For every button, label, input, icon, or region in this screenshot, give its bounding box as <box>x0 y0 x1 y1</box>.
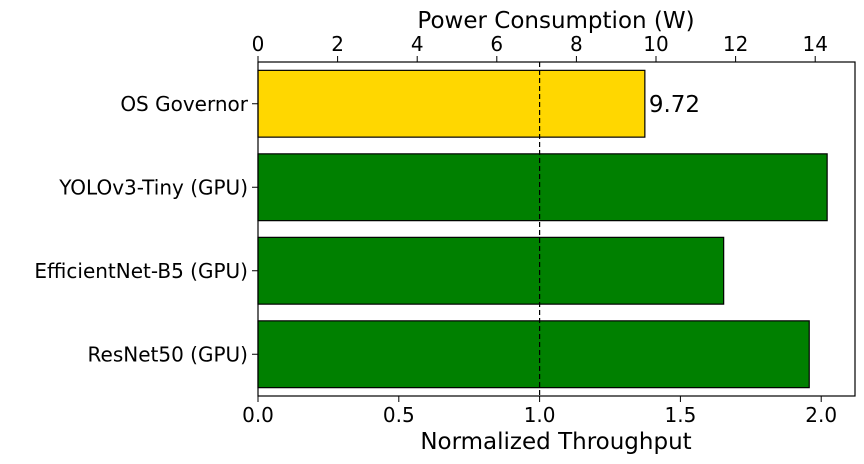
top-tick-label: 6 <box>490 32 503 56</box>
plot-frame <box>257 61 856 397</box>
bar <box>257 153 828 222</box>
top-tick-label: 8 <box>570 32 583 56</box>
category-label: EfficientNet-B5 (GPU) <box>34 259 248 283</box>
top-tick-label: 4 <box>411 32 424 56</box>
bottom-tick-label: 2.0 <box>805 403 837 427</box>
plot-area: OS Governor YOLOv3-Tiny (GPU) EfficientNet… <box>34 32 856 427</box>
bottom-tick-label: 0.5 <box>383 403 415 427</box>
bottom-tick-label: 1.0 <box>524 403 556 427</box>
category-label: OS Governor <box>120 92 248 116</box>
top-tick-label: 12 <box>723 32 748 56</box>
data-label: 9.72 <box>649 92 700 118</box>
bar <box>257 236 725 305</box>
category-label: ResNet50 (GPU) <box>88 342 248 366</box>
bottom-axis-title: Normalized Throughput <box>420 429 691 455</box>
top-tick-label: 14 <box>802 32 827 56</box>
top-tick-label: 0 <box>252 32 265 56</box>
category-label: YOLOv3-Tiny (GPU) <box>58 175 248 199</box>
bottom-tick-label: 1.5 <box>664 403 696 427</box>
top-axis-title: Power Consumption (W) <box>417 8 694 34</box>
top-tick-label: 2 <box>331 32 344 56</box>
bar <box>257 320 810 389</box>
bottom-tick-label: 0.0 <box>242 403 274 427</box>
top-tick-label: 10 <box>643 32 668 56</box>
bar <box>257 69 646 138</box>
